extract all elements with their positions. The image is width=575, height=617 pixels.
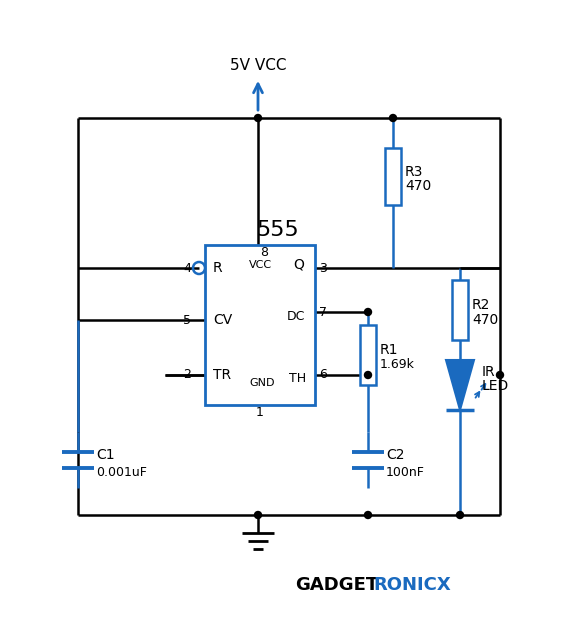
Text: 2: 2 xyxy=(183,368,191,381)
Circle shape xyxy=(255,511,262,518)
Text: TH: TH xyxy=(289,371,306,384)
Text: 5V VCC: 5V VCC xyxy=(230,59,286,73)
Text: 4: 4 xyxy=(183,262,191,275)
Text: 555: 555 xyxy=(256,220,300,240)
Text: R: R xyxy=(213,261,223,275)
Text: 470: 470 xyxy=(472,313,499,327)
Circle shape xyxy=(496,371,504,378)
Text: 8: 8 xyxy=(260,247,268,260)
Bar xyxy=(385,148,401,205)
Text: GADGET: GADGET xyxy=(295,576,378,594)
Text: Q: Q xyxy=(293,258,304,272)
Text: 0.001uF: 0.001uF xyxy=(96,465,147,479)
Bar xyxy=(360,325,376,385)
Polygon shape xyxy=(446,360,474,410)
Text: 470: 470 xyxy=(405,180,431,194)
Text: LED: LED xyxy=(482,379,509,393)
Circle shape xyxy=(365,511,371,518)
Text: TR: TR xyxy=(213,368,231,382)
Text: 1.69k: 1.69k xyxy=(380,358,415,371)
Bar xyxy=(452,280,468,340)
Text: DC: DC xyxy=(287,310,305,323)
Text: C1: C1 xyxy=(96,448,114,462)
Text: C2: C2 xyxy=(386,448,404,462)
Circle shape xyxy=(457,511,463,518)
Text: 3: 3 xyxy=(319,262,327,275)
Circle shape xyxy=(389,115,397,122)
Text: R3: R3 xyxy=(405,165,423,178)
Circle shape xyxy=(255,115,262,122)
Bar xyxy=(205,245,315,405)
Text: 1: 1 xyxy=(256,407,264,420)
Text: 5: 5 xyxy=(183,313,191,326)
Text: IR: IR xyxy=(482,365,496,379)
Circle shape xyxy=(365,371,371,378)
Text: 7: 7 xyxy=(319,305,327,318)
Text: 100nF: 100nF xyxy=(386,465,425,479)
Text: R1: R1 xyxy=(380,343,398,357)
Text: 6: 6 xyxy=(319,368,327,381)
Text: RONICX: RONICX xyxy=(373,576,451,594)
Text: VCC: VCC xyxy=(248,260,271,270)
Circle shape xyxy=(365,308,371,315)
Text: CV: CV xyxy=(213,313,232,327)
Text: GND: GND xyxy=(249,378,275,388)
Text: R2: R2 xyxy=(472,298,490,312)
